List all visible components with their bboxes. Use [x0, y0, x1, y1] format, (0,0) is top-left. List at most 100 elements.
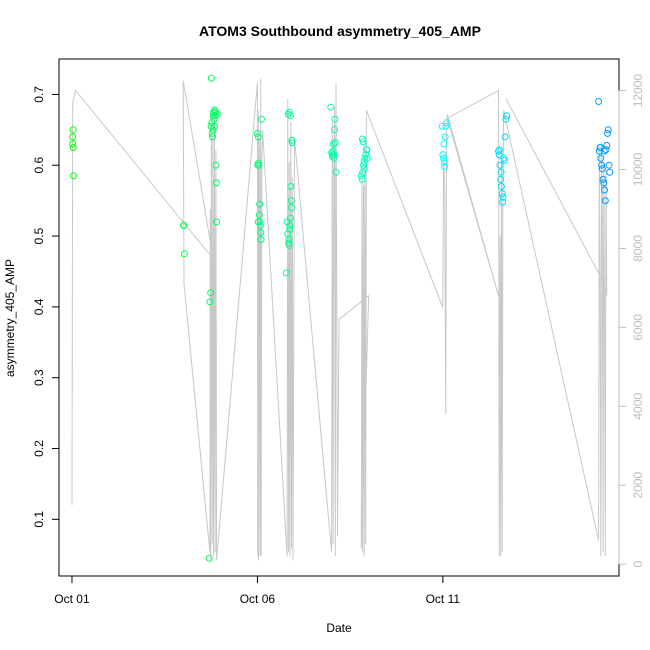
data-point: [606, 168, 614, 176]
data-point: [329, 140, 337, 148]
data-point: [595, 147, 603, 155]
data-point: [440, 154, 448, 162]
data-point: [495, 147, 502, 155]
data-point: [332, 168, 340, 176]
data-point: [258, 115, 265, 123]
right-tick-label: 8000: [631, 235, 645, 262]
data-point: [254, 133, 262, 141]
data-point: [212, 108, 219, 116]
x-axis: Oct 01 Oct 06 Oct 11: [54, 575, 460, 606]
data-point: [363, 154, 371, 162]
data-point: [331, 139, 339, 147]
x-axis-label: Date: [326, 621, 352, 635]
right-tick-label: 10000: [631, 152, 645, 186]
data-point: [500, 156, 508, 164]
data-point: [207, 74, 215, 82]
data-point: [598, 165, 606, 173]
data-point: [331, 126, 338, 134]
data-point: [360, 165, 368, 173]
data-point: [69, 126, 77, 134]
data-point: [441, 163, 449, 171]
data-point: [496, 146, 504, 154]
data-point: [497, 168, 505, 176]
data-point: [69, 144, 77, 151]
data-point: [69, 133, 77, 141]
data-point: [287, 197, 295, 205]
data-point: [213, 218, 221, 226]
data-point: [440, 140, 448, 148]
data-point: [496, 161, 504, 169]
data-point: [498, 190, 506, 198]
data-point: [597, 144, 604, 151]
data-point: [600, 179, 608, 187]
data-point: [442, 122, 450, 130]
y-tick-label: 0.7: [32, 86, 46, 103]
data-point: [256, 218, 264, 226]
right-tick-label: 2000: [631, 472, 645, 499]
data-point: [362, 151, 370, 159]
data-point: [256, 221, 264, 229]
data-point: [210, 115, 218, 123]
data-point: [359, 138, 367, 146]
data-point: [286, 225, 294, 233]
data-point: [286, 112, 294, 120]
data-point: [360, 161, 367, 169]
y-axis-label: asymmetry_405_AMP: [3, 259, 17, 377]
right-tick-label: 6000: [631, 314, 645, 341]
data-point: [358, 135, 366, 143]
data-point: [288, 204, 295, 212]
right-tick-label: 4000: [631, 393, 645, 420]
y-tick-label: 0.3: [32, 369, 46, 386]
right-axis: 0 2000 4000 6000 8000 10000 12000: [618, 74, 645, 568]
data-point: [253, 129, 261, 137]
data-point: [208, 129, 216, 137]
data-point: [501, 133, 509, 141]
data-point: [440, 158, 448, 166]
data-point: [286, 221, 294, 229]
right-tick-label: 12000: [631, 74, 645, 108]
data-point: [255, 211, 263, 219]
data-point: [497, 175, 505, 183]
data-point: [207, 122, 215, 130]
data-point: [329, 151, 337, 159]
data-point: [599, 175, 607, 183]
data-point: [601, 186, 608, 194]
data-point: [598, 161, 606, 169]
data-point: [499, 193, 507, 201]
data-point: [209, 126, 217, 134]
scatter-points: [69, 74, 614, 562]
x-tick-label: Oct 01: [54, 592, 90, 606]
data-point: [69, 140, 77, 148]
y-tick-label: 0.4: [32, 298, 46, 315]
data-point: [605, 161, 613, 169]
data-point: [286, 214, 294, 222]
data-point: [206, 298, 214, 306]
data-point: [330, 154, 338, 162]
data-point: [257, 236, 265, 244]
data-point: [180, 250, 188, 258]
data-point: [604, 126, 612, 134]
data-point: [210, 122, 218, 130]
data-point: [600, 147, 608, 155]
data-point: [205, 554, 213, 562]
x-tick-label: Oct 06: [240, 592, 276, 606]
data-point: [70, 172, 77, 180]
data-point: [361, 154, 369, 162]
data-point: [499, 198, 506, 206]
data-point: [256, 200, 264, 208]
y-tick-label: 0.1: [32, 511, 46, 528]
data-point: [439, 151, 447, 159]
data-point: [212, 179, 220, 187]
data-point: [180, 221, 188, 229]
data-point: [209, 133, 216, 141]
data-point: [257, 229, 265, 236]
right-axis-line-series: [71, 78, 608, 561]
data-point: [255, 161, 263, 169]
series-line-right-axis: [71, 78, 608, 561]
data-point: [285, 108, 293, 116]
data-point: [597, 154, 605, 162]
data-point: [287, 183, 295, 190]
data-point: [441, 133, 449, 141]
data-point: [327, 103, 335, 111]
